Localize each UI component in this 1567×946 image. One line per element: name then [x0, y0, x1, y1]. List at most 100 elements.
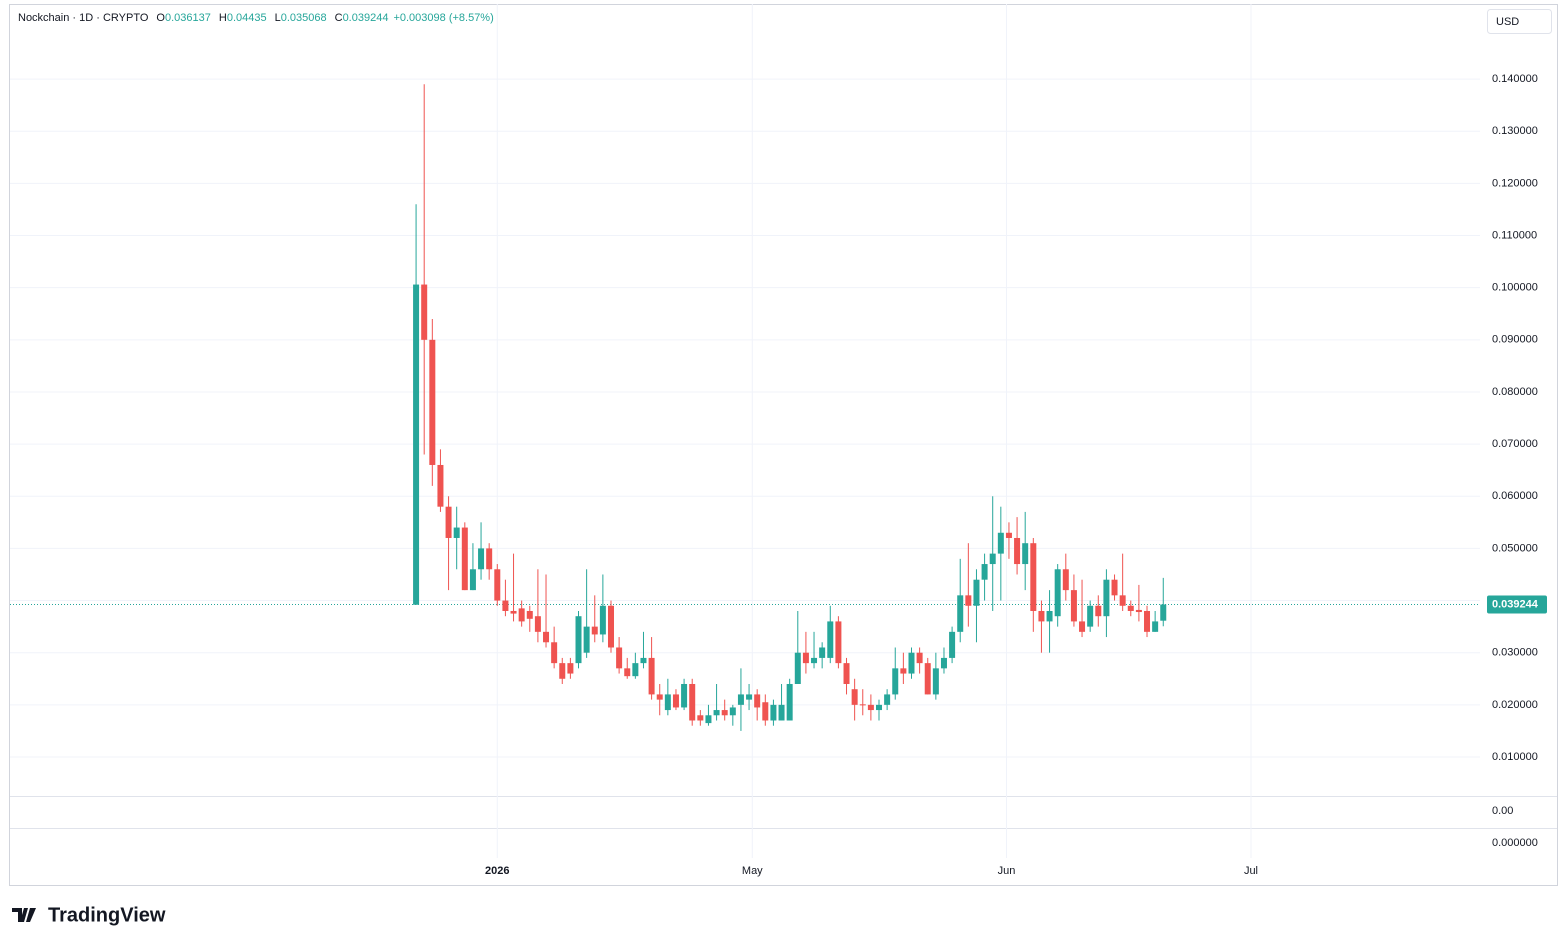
- candle-body: [429, 339, 436, 465]
- x-tick-label: Jul: [1244, 865, 1258, 877]
- candle-body: [656, 694, 663, 700]
- legend-label: O: [156, 12, 165, 24]
- candle-body: [534, 616, 541, 632]
- candle-body: [737, 694, 744, 705]
- candle-body: [1095, 605, 1102, 617]
- pane-tick-label: 0.00: [1492, 805, 1513, 817]
- candle-body: [518, 608, 525, 622]
- candle-body: [640, 657, 647, 664]
- last-price-box: [1487, 595, 1547, 614]
- candle-body: [681, 683, 688, 708]
- candle-body: [762, 702, 769, 721]
- candle-body: [1046, 610, 1053, 622]
- y-tick-label: 0.030000: [1492, 647, 1538, 659]
- candle-body: [859, 704, 866, 706]
- candle-body: [965, 595, 972, 606]
- candle-body: [583, 626, 590, 653]
- candle-body: [786, 683, 793, 721]
- legend-value: 0.04435: [227, 12, 267, 24]
- candle-body: [543, 631, 550, 643]
- candle-body: [876, 704, 883, 711]
- candle-body: [1079, 621, 1086, 632]
- candle-body: [916, 652, 923, 664]
- candle-body: [843, 663, 850, 684]
- candle-body: [461, 527, 468, 591]
- candle-body: [599, 605, 606, 635]
- candle-body: [1062, 569, 1069, 591]
- candle-body: [478, 548, 485, 570]
- candle-body: [900, 668, 907, 674]
- candle-body: [1070, 590, 1077, 622]
- candle-body: [973, 579, 980, 606]
- change: +0.003098 (+8.57%): [393, 12, 493, 24]
- candle-body: [721, 710, 728, 716]
- y-tick-label: 0.060000: [1492, 490, 1538, 502]
- candle-body: [819, 647, 826, 658]
- pane-tick-label: 0.000000: [1492, 837, 1538, 849]
- candle-body: [932, 668, 939, 695]
- candle-body: [1144, 610, 1151, 632]
- candle-body: [567, 663, 574, 674]
- candle-body: [981, 564, 988, 580]
- candle-body: [989, 553, 996, 565]
- y-tick-label: 0.140000: [1492, 73, 1538, 85]
- x-tick-label: May: [742, 865, 763, 877]
- candle-body: [1022, 543, 1029, 565]
- x-tick-label: Jun: [998, 865, 1016, 877]
- candle-body: [778, 704, 785, 721]
- candle-body: [949, 631, 956, 658]
- candle-body: [957, 595, 964, 632]
- candle-body: [689, 683, 696, 721]
- y-tick-label: 0.090000: [1492, 334, 1538, 346]
- y-tick-label: 0.130000: [1492, 125, 1538, 137]
- candle-body: [510, 610, 517, 614]
- candle-body: [1030, 543, 1037, 611]
- logo: TradingView: [12, 904, 166, 926]
- candle-body: [770, 704, 777, 721]
- candle-body: [453, 527, 460, 538]
- candle-body: [624, 668, 631, 677]
- candle-body: [421, 284, 428, 340]
- candle-body: [1111, 579, 1118, 596]
- candle-body: [575, 616, 582, 664]
- legend-label: H: [219, 12, 227, 24]
- candle-body: [502, 600, 509, 611]
- y-tick-label: 0.080000: [1492, 386, 1538, 398]
- candle-body: [551, 642, 558, 664]
- currency[interactable]: USD: [1496, 16, 1519, 28]
- currency-button[interactable]: [1487, 9, 1552, 34]
- candle-body: [1014, 537, 1021, 565]
- y-tick-label: 0.110000: [1492, 229, 1537, 241]
- candle-body: [1127, 605, 1134, 611]
- candle-body: [1152, 621, 1159, 632]
- legend-label: L: [275, 12, 281, 24]
- candle-body: [1038, 610, 1045, 622]
- candle-body: [437, 464, 444, 507]
- candle-body: [705, 715, 712, 724]
- candle-body: [526, 610, 533, 619]
- candle-body: [924, 663, 931, 695]
- candle-body: [616, 647, 623, 669]
- candle-body: [559, 663, 566, 679]
- candle-body: [908, 652, 915, 674]
- last-price-label: 0.039244: [1492, 598, 1539, 610]
- y-tick-label: 0.050000: [1492, 542, 1538, 554]
- candle-body: [1087, 605, 1094, 627]
- legend-value: 0.035068: [281, 12, 327, 24]
- candle-body: [884, 694, 891, 705]
- ohlc-legend: Nockchain · 1D · CRYPTO O0.036137 H0.04435…: [18, 12, 494, 24]
- chart-frame: [9, 4, 1558, 886]
- candle-body: [1005, 532, 1012, 538]
- candle-body: [754, 694, 761, 708]
- candle-body: [1103, 579, 1110, 617]
- candle-body: [851, 689, 858, 705]
- candle-body: [794, 652, 801, 684]
- candle-body: [607, 605, 614, 648]
- y-tick-label: 0.010000: [1492, 751, 1538, 763]
- candle-body: [1135, 609, 1142, 613]
- candle-body: [413, 284, 420, 605]
- candle-body: [486, 548, 493, 570]
- candle-body: [494, 569, 501, 601]
- candle-body: [997, 532, 1004, 554]
